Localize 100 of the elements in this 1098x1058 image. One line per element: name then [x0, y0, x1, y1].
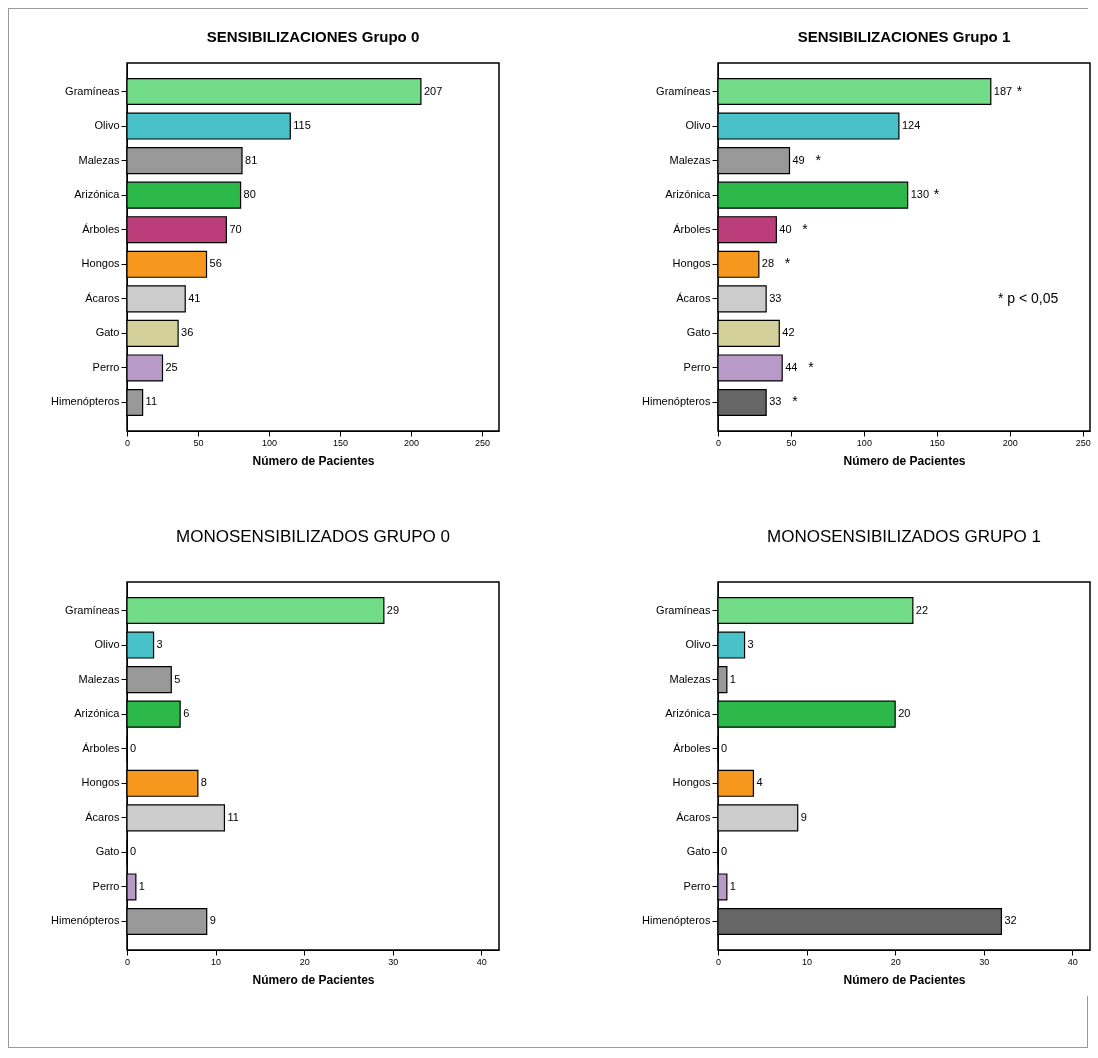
data-label: 22	[915, 603, 929, 616]
y-tick-label: Arizónica	[74, 188, 121, 201]
annotation: *	[815, 151, 822, 168]
y-tick-label: Olivo	[685, 638, 711, 651]
x-tick-label: 100	[261, 437, 277, 448]
chart-title: MONOSENSIBILIZADOS GRUPO 1	[767, 527, 1041, 546]
y-tick-label: Ácaros	[85, 291, 120, 304]
data-label: 49	[792, 153, 805, 166]
chart-title: SENSIBILIZACIONES Grupo 1	[797, 28, 1011, 45]
data-label: 9	[209, 914, 216, 927]
y-tick-label: Hongos	[81, 776, 120, 789]
data-label: 6	[183, 707, 190, 720]
y-tick-label: Gato	[686, 326, 711, 339]
data-label: 5	[174, 672, 181, 685]
annotation: *	[802, 220, 809, 237]
y-tick-label: Malezas	[669, 672, 711, 685]
x-tick-label: 20	[299, 956, 310, 967]
annotation: *	[792, 393, 799, 410]
x-tick-label: 10	[211, 956, 222, 967]
x-tick-label: 40	[476, 956, 487, 967]
data-label: 1	[729, 672, 736, 685]
x-tick-label: 200	[403, 437, 419, 448]
data-label: 28	[761, 257, 775, 270]
data-label: 124	[901, 119, 921, 132]
y-tick-label: Gramíneas	[656, 84, 711, 97]
annotation: * p < 0,05	[998, 290, 1059, 306]
y-tick-label: Himenópteros	[51, 914, 120, 927]
y-tick-label: Perro	[683, 360, 711, 373]
annotation: *	[784, 255, 791, 272]
data-label: 4	[756, 776, 763, 789]
x-axis-title: Número de Pacientes	[843, 453, 966, 468]
x-axis-title: Número de Pacientes	[252, 453, 375, 468]
x-tick-label: 50	[786, 437, 797, 448]
data-label: 20	[898, 707, 911, 720]
x-tick-label: 40	[1067, 956, 1078, 967]
data-label: 80	[243, 188, 256, 201]
data-label: 130	[910, 188, 930, 201]
y-tick-label: Gato	[95, 845, 120, 858]
y-tick-label: Ácaros	[85, 810, 120, 823]
x-tick-label: 150	[332, 437, 348, 448]
data-label: 0	[721, 845, 728, 858]
y-tick-label: Himenópteros	[642, 395, 711, 408]
x-tick-label: 50	[193, 437, 204, 448]
y-tick-label: Olivo	[94, 638, 120, 651]
x-tick-label: 0	[124, 437, 131, 448]
y-tick-label: Gramíneas	[656, 603, 711, 616]
y-tick-label: Olivo	[685, 119, 711, 132]
data-label: 0	[130, 845, 137, 858]
x-axis-title: Número de Pacientes	[252, 972, 375, 987]
data-label: 44	[785, 360, 798, 373]
x-tick-label: 250	[474, 437, 490, 448]
data-label: 36	[181, 326, 194, 339]
data-label: 187	[993, 84, 1013, 97]
y-tick-label: Hongos	[81, 257, 120, 270]
data-label: 25	[165, 360, 178, 373]
y-tick-label: Ácaros	[676, 291, 711, 304]
annotation: *	[933, 186, 940, 203]
x-tick-label: 30	[388, 956, 399, 967]
data-label: 33	[769, 291, 782, 304]
y-tick-label: Hongos	[672, 257, 711, 270]
data-label: 8	[200, 776, 207, 789]
y-tick-label: Himenópteros	[51, 395, 120, 408]
data-label: 41	[188, 291, 201, 304]
y-tick-label: Gramíneas	[65, 84, 120, 97]
y-tick-label: Malezas	[78, 153, 120, 166]
y-tick-label: Gato	[686, 845, 711, 858]
y-tick-label: Árboles	[82, 741, 120, 754]
data-label: 70	[229, 222, 242, 235]
data-label: 1	[729, 879, 736, 892]
x-tick-label: 30	[979, 956, 990, 967]
data-label: 81	[245, 153, 258, 166]
data-label: 3	[156, 638, 163, 651]
data-label: 11	[145, 395, 158, 408]
data-label: 207	[423, 84, 443, 97]
y-tick-label: Arizónica	[74, 707, 121, 720]
y-tick-label: Perro	[92, 879, 120, 892]
y-tick-label: Himenópteros	[642, 914, 711, 927]
annotation: *	[1016, 82, 1023, 99]
y-tick-label: Gato	[95, 326, 120, 339]
y-tick-label: Malezas	[669, 153, 711, 166]
chart-title: MONOSENSIBILIZADOS GRUPO 0	[176, 527, 450, 546]
x-tick-label: 200	[1002, 437, 1018, 448]
data-label: 1	[138, 879, 145, 892]
x-tick-label: 10	[802, 956, 813, 967]
data-label: 11	[227, 810, 239, 823]
data-label: 9	[800, 810, 807, 823]
data-label: 115	[293, 119, 311, 132]
y-tick-label: Olivo	[94, 119, 120, 132]
x-tick-label: 0	[715, 956, 722, 967]
y-tick-label: Gramíneas	[65, 603, 120, 616]
x-tick-label: 0	[715, 437, 722, 448]
data-label: 40	[779, 222, 792, 235]
data-label: 42	[782, 326, 795, 339]
y-tick-label: Árboles	[82, 222, 120, 235]
data-label: 29	[386, 603, 400, 616]
data-label: 3	[747, 638, 754, 651]
y-tick-label: Perro	[683, 879, 711, 892]
x-axis-title: Número de Pacientes	[843, 972, 966, 987]
y-tick-label: Arizónica	[665, 188, 712, 201]
x-tick-label: 20	[890, 956, 901, 967]
